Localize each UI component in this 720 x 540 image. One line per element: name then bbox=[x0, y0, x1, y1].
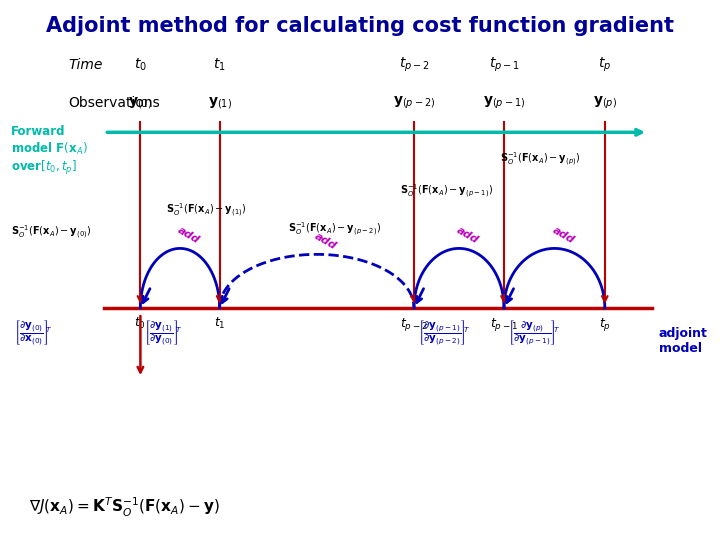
Text: adjoint
model: adjoint model bbox=[659, 327, 708, 355]
Text: $\mathbf{S}_O^{-1}(\mathbf{F}(\mathbf{x}_A) - \mathbf{y}_{(p-2)})$: $\mathbf{S}_O^{-1}(\mathbf{F}(\mathbf{x}… bbox=[288, 221, 381, 238]
Text: Forward
model $\mathbf{F}(\mathbf{x}_A)$
over$[t_0, t_p]$: Forward model $\mathbf{F}(\mathbf{x}_A)$… bbox=[11, 125, 88, 177]
Text: $\left[\dfrac{\partial \mathbf{y}_{(0)}}{\partial \mathbf{x}_{(0)}}\right]^{\!\!: $\left[\dfrac{\partial \mathbf{y}_{(0)}}… bbox=[14, 319, 53, 348]
Text: $\mathbf{y}_{(p)}$: $\mathbf{y}_{(p)}$ bbox=[593, 94, 617, 111]
Text: Adjoint method for calculating cost function gradient: Adjoint method for calculating cost func… bbox=[46, 16, 674, 36]
Text: $\mathbf{y}_{(1)}$: $\mathbf{y}_{(1)}$ bbox=[207, 94, 232, 111]
Text: $t_{p-2}$: $t_{p-2}$ bbox=[399, 56, 429, 74]
Text: $t_{p-2}$: $t_{p-2}$ bbox=[400, 316, 428, 333]
Text: $t_{p-1}$: $t_{p-1}$ bbox=[490, 316, 518, 333]
Text: $t_{p-1}$: $t_{p-1}$ bbox=[489, 56, 519, 74]
Text: $t_p$: $t_p$ bbox=[598, 56, 611, 74]
Text: $t_1$: $t_1$ bbox=[214, 316, 225, 331]
Text: $\mathbf{y}_{(0)}$: $\mathbf{y}_{(0)}$ bbox=[128, 94, 153, 111]
Text: $\mathbf{S}_O^{-1}(\mathbf{F}(\mathbf{x}_A) - \mathbf{y}_{(0)})$: $\mathbf{S}_O^{-1}(\mathbf{F}(\mathbf{x}… bbox=[11, 224, 91, 241]
Text: add: add bbox=[455, 225, 480, 246]
Text: $\left[\dfrac{\partial \mathbf{y}_{(p)}}{\partial \mathbf{y}_{(p-1)}}\right]^{\!: $\left[\dfrac{\partial \mathbf{y}_{(p)}}… bbox=[508, 319, 560, 348]
Text: add: add bbox=[312, 231, 338, 252]
Text: $t_0$: $t_0$ bbox=[135, 316, 146, 331]
Text: Time: Time bbox=[68, 58, 103, 72]
Text: $\mathbf{S}_O^{-1}(\mathbf{F}(\mathbf{x}_A) - \mathbf{y}_{(p-1)})$: $\mathbf{S}_O^{-1}(\mathbf{F}(\mathbf{x}… bbox=[400, 183, 492, 200]
Text: $\nabla J(\mathbf{x}_A) = \mathbf{K}^T\mathbf{S}_O^{-1}(\mathbf{F}(\mathbf{x}_A): $\nabla J(\mathbf{x}_A) = \mathbf{K}^T\m… bbox=[29, 496, 220, 519]
Text: Observations: Observations bbox=[68, 96, 160, 110]
Text: $\left[\dfrac{\partial \mathbf{y}_{(p-1)}}{\partial \mathbf{y}_{(p-2)}}\right]^{: $\left[\dfrac{\partial \mathbf{y}_{(p-1)… bbox=[418, 319, 470, 348]
Text: $\left[\dfrac{\partial \mathbf{y}_{(1)}}{\partial \mathbf{y}_{(0)}}\right]^{\!\!: $\left[\dfrac{\partial \mathbf{y}_{(1)}}… bbox=[144, 319, 183, 348]
Text: add: add bbox=[176, 225, 202, 246]
Text: $t_0$: $t_0$ bbox=[134, 57, 147, 73]
Text: $\mathbf{y}_{(p-1)}$: $\mathbf{y}_{(p-1)}$ bbox=[483, 94, 525, 111]
Text: $t_1$: $t_1$ bbox=[213, 57, 226, 73]
Text: add: add bbox=[550, 225, 576, 246]
Text: $\mathbf{y}_{(p-2)}$: $\mathbf{y}_{(p-2)}$ bbox=[393, 94, 435, 111]
Text: $\mathbf{S}_O^{-1}(\mathbf{F}(\mathbf{x}_A) - \mathbf{y}_{(p)})$: $\mathbf{S}_O^{-1}(\mathbf{F}(\mathbf{x}… bbox=[500, 151, 580, 168]
Text: $\mathbf{S}_O^{-1}(\mathbf{F}(\mathbf{x}_A) - \mathbf{y}_{(1)})$: $\mathbf{S}_O^{-1}(\mathbf{F}(\mathbf{x}… bbox=[166, 202, 246, 219]
Text: $t_p$: $t_p$ bbox=[599, 316, 611, 333]
